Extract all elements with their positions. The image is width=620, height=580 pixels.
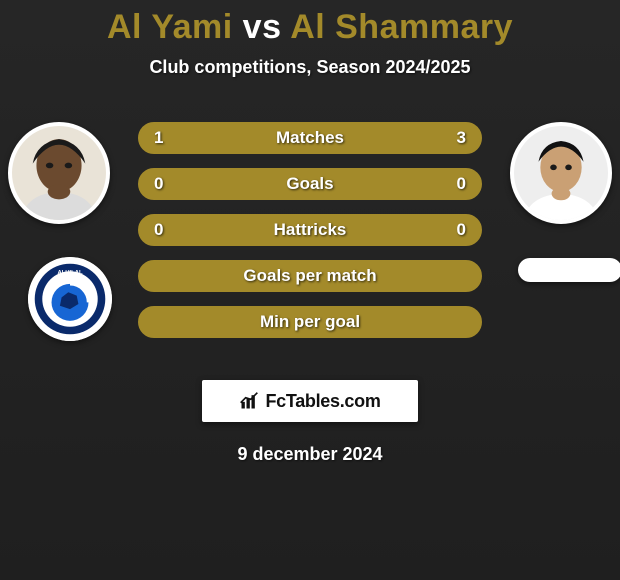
middle-section: ALHILAL 1 Matches 3 0 Goals 0 0 Hattricks 0 Goals…: [0, 112, 620, 362]
stat-left-value: 1: [154, 128, 163, 148]
vs-label: vs: [243, 8, 282, 46]
player-right-club-badge: [518, 258, 620, 282]
stat-right-value: 0: [457, 220, 466, 240]
stat-bar: Goals per match: [138, 260, 482, 292]
stat-label: Goals: [286, 174, 333, 194]
stat-label: Goals per match: [243, 266, 376, 286]
stat-bars: 1 Matches 3 0 Goals 0 0 Hattricks 0 Goals per mat…: [138, 122, 482, 338]
player-right-name: Al Shammary: [290, 8, 513, 46]
club-left-icon: ALHILAL: [28, 257, 112, 341]
chart-icon: [239, 391, 259, 411]
stat-label: Hattricks: [274, 220, 347, 240]
stat-left-value: 0: [154, 220, 163, 240]
stat-label: Min per goal: [260, 312, 360, 332]
player-left-club-badge: ALHILAL: [28, 257, 112, 341]
player-right-avatar: [510, 122, 612, 224]
avatar-right-icon: [514, 126, 608, 220]
player-left-name: Al Yami: [107, 8, 233, 46]
subtitle: Club competitions, Season 2024/2025: [0, 57, 620, 78]
page-title: Al Yami vs Al Shammary: [0, 0, 620, 47]
brand-text: FcTables.com: [265, 391, 380, 412]
stat-right-value: 3: [457, 128, 466, 148]
stat-right-value: 0: [457, 174, 466, 194]
comparison-card: Al Yami vs Al Shammary Club competitions…: [0, 0, 620, 580]
svg-text:ALHILAL: ALHILAL: [57, 270, 82, 276]
date-label: 9 december 2024: [0, 444, 620, 465]
brand-box: FcTables.com: [202, 380, 418, 422]
stat-left-value: 0: [154, 174, 163, 194]
stat-bar: 0 Goals 0: [138, 168, 482, 200]
avatar-left-icon: [12, 126, 106, 220]
stat-bar: 1 Matches 3: [138, 122, 482, 154]
stat-bar: 0 Hattricks 0: [138, 214, 482, 246]
player-left-avatar: [8, 122, 110, 224]
stat-bar: Min per goal: [138, 306, 482, 338]
stat-label: Matches: [276, 128, 344, 148]
